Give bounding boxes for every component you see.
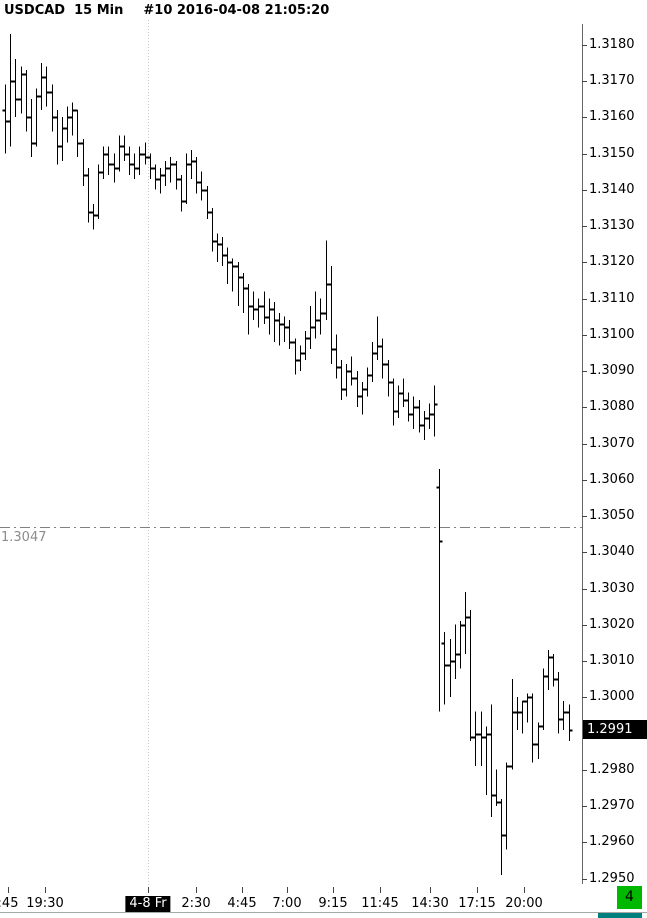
y-axis-label: 1.3110 [589,291,635,306]
x-axis-ticks [8,887,525,893]
y-axis-label: 1.3050 [589,508,635,523]
x-axis-label: 9:15 [318,896,348,911]
y-axis-label: 1.3120 [589,254,635,269]
y-axis-label: 1.3100 [589,327,635,342]
y-axis-label: 1.2970 [589,798,635,813]
y-axis-label: 1.2980 [589,762,635,777]
x-axis-label: 14:30 [411,896,449,911]
bar-info-label: #10 2016-04-08 21:05:20 [143,3,330,18]
y-axis-label: 1.3090 [589,363,635,378]
y-axis-label: 1.2960 [589,834,635,849]
statusbar-accent [598,913,642,918]
y-axis-label: 1.3020 [589,617,635,632]
ohlc-bar-ranges [5,33,570,875]
x-axis-label: 11:45 [361,896,399,911]
y-axis-label: 1.3060 [589,472,635,487]
y-axis-label: 1.3010 [589,653,635,668]
chart-title: USDCAD 15 Min #10 2016-04-08 21:05:20 [4,3,329,21]
interval-label: 15 Min [74,3,124,18]
ohlc-open-close-ticks [2,73,573,837]
symbol-label: USDCAD [4,3,66,18]
y-axis-label: 1.3150 [589,146,635,161]
x-axis-label: 19:30 [26,896,64,911]
y-axis-label: 1.3000 [589,689,635,704]
last-price-badge: 1.2991 [583,720,647,739]
y-axis-label: 1.3140 [589,182,635,197]
y-axis-ticks [582,45,587,880]
price-line-label: 1.3047 [1,530,47,545]
bottom-border [0,912,647,913]
x-axis-label: 2:30 [181,896,211,911]
y-axis-label: 1.3040 [589,544,635,559]
x-axis-label: 20:00 [505,896,543,911]
x-axis-label: 4:45 [227,896,257,911]
x-axis-label: :45 [0,896,19,911]
x-axis-label: 17:15 [458,896,496,911]
y-axis-label: 1.3170 [589,73,635,88]
x-axis-label: 7:00 [272,896,302,911]
y-axis-label: 1.3030 [589,581,635,596]
y-axis-label: 1.2950 [589,871,635,886]
chart-number-badge[interactable]: 4 [617,886,642,909]
y-axis-label: 1.3130 [589,218,635,233]
y-axis-label: 1.3180 [589,37,635,52]
y-axis-label: 1.3070 [589,436,635,451]
y-axis-label: 1.3160 [589,109,635,124]
x-axis-date-badge: 4-8 Fr [125,896,171,912]
y-axis-label: 1.3080 [589,399,635,414]
